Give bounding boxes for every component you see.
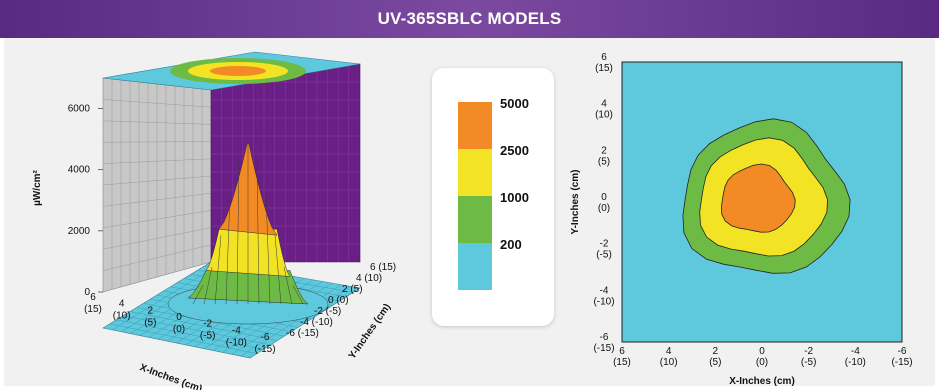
x-tick-label: 6 <box>90 292 96 303</box>
x-tick-label: -2 <box>804 346 813 357</box>
contour-plot <box>621 61 903 343</box>
y-tick-label-cm: (0) <box>598 203 610 214</box>
header-bar: UV-365SBLC MODELS <box>0 0 939 38</box>
x-tick-label-cm: (-10) <box>226 337 247 348</box>
y-tick-label: -2 (-5) <box>314 306 341 317</box>
y-tick-label: -4 (-10) <box>300 317 333 328</box>
y-tick-label: 6 (15) <box>370 262 396 273</box>
x-tick-label-cm: (0) <box>173 324 185 335</box>
floor-gridline <box>240 286 351 357</box>
y-axis-label: Y-Inches (cm) <box>347 302 393 362</box>
surface-mesh-line <box>236 158 240 305</box>
x-tick-label-cm: (10) <box>660 357 678 368</box>
legend-label: 2500 <box>500 143 529 158</box>
legend-label: 1000 <box>500 190 529 205</box>
lid-band-orange <box>210 66 266 76</box>
y-tick-label: -6 (-15) <box>286 328 319 339</box>
y-tick-label: -6 <box>600 332 609 343</box>
x-tick-label: 2 <box>148 305 154 316</box>
surface-mesh-line <box>274 235 282 305</box>
x-tick-label-cm: (0) <box>756 357 768 368</box>
y-tick-label: -2 <box>600 239 609 250</box>
page-title: UV-365SBLC MODELS <box>377 9 562 28</box>
y-tick-label-cm: (5) <box>598 156 610 167</box>
y-tick-label-cm: (-10) <box>593 296 614 307</box>
surface-mesh-line <box>256 158 260 305</box>
y-tick-label: -4 <box>600 285 609 296</box>
y-tick-label: 4 <box>601 99 607 110</box>
contour-ticks: 6(15)4(10)2(5)0(0)-2(-5)-4(-10)-6(-15)X-… <box>570 52 913 387</box>
x-tick-label-cm: (15) <box>613 357 631 368</box>
y-tick-label-cm: (15) <box>595 63 613 74</box>
legend: 5000 2500 1000 200 <box>432 68 554 326</box>
x-tick-label-cm: (15) <box>84 304 102 315</box>
z-tick-label: 2000 <box>68 226 91 237</box>
x-tick-label-cm: (10) <box>113 311 131 322</box>
y-tick-label-cm: (10) <box>595 110 613 121</box>
surface-mesh-line <box>225 194 231 305</box>
y-tick-label: 0 (0) <box>328 295 349 306</box>
x-tick-label: -4 <box>232 325 241 336</box>
surface-mesh-line <box>203 266 213 305</box>
y-tick-label: 0 <box>601 192 607 203</box>
x-tick-label: 4 <box>666 346 672 357</box>
x-tick-label: 0 <box>759 346 765 357</box>
y-tick-label-cm: (-5) <box>596 250 612 261</box>
x-tick-label: -2 <box>203 319 212 330</box>
surface-mesh-line <box>292 285 304 305</box>
y-axis-label: Y-Inches (cm) <box>570 169 581 234</box>
intensity-surface <box>167 143 329 325</box>
x-tick-label-cm: (-5) <box>200 331 216 342</box>
y-tick-label-cm: (-15) <box>593 343 614 354</box>
x-tick-label: 2 <box>713 346 719 357</box>
y-tick-label: 4 (10) <box>356 273 382 284</box>
legend-label: 200 <box>500 237 522 252</box>
x-tick-label-cm: (-10) <box>845 357 866 368</box>
x-tick-label: 4 <box>119 299 125 310</box>
legend-label: 5000 <box>500 96 529 111</box>
top-projection <box>102 51 361 91</box>
x-tick-label-cm: (-15) <box>891 357 912 368</box>
legend-swatch <box>458 243 492 290</box>
surface-mesh-line <box>192 285 204 305</box>
z-axis-label: µW/cm² <box>32 169 43 205</box>
surface-mesh-line <box>283 266 293 305</box>
x-tick-label-cm: (5) <box>144 317 156 328</box>
x-tick-label: 6 <box>619 346 625 357</box>
contour-chart: 6(15)4(10)2(5)0(0)-2(-5)-4(-10)-6(-15)X-… <box>570 52 913 387</box>
surface-mesh-line <box>214 235 222 305</box>
z-tick-label: 4000 <box>68 165 91 176</box>
legend-swatch <box>458 102 492 149</box>
legend-swatch <box>458 196 492 243</box>
z-tick-label: 6000 <box>68 104 91 115</box>
surface-mesh-line <box>265 194 271 305</box>
y-tick-label: 2 (5) <box>342 284 363 295</box>
x-tick-label: -4 <box>851 346 860 357</box>
x-axis-label: X-Inches (cm) <box>138 362 203 390</box>
x-tick-label: -6 <box>898 346 907 357</box>
z-tick-label: 0 <box>84 287 90 298</box>
x-tick-label: 0 <box>176 312 182 323</box>
y-tick-label: 6 <box>601 52 607 63</box>
x-tick-label: -6 <box>261 332 270 343</box>
y-tick-label: 2 <box>601 145 607 156</box>
contour-level-2500 <box>720 163 796 233</box>
x-tick-label-cm: (-5) <box>801 357 817 368</box>
x-tick-label-cm: (5) <box>709 357 721 368</box>
legend-swatch <box>458 149 492 196</box>
x-tick-label-cm: (-15) <box>254 344 275 355</box>
back-wall-left <box>102 77 212 293</box>
x-axis-label: X-Inches (cm) <box>729 376 795 387</box>
